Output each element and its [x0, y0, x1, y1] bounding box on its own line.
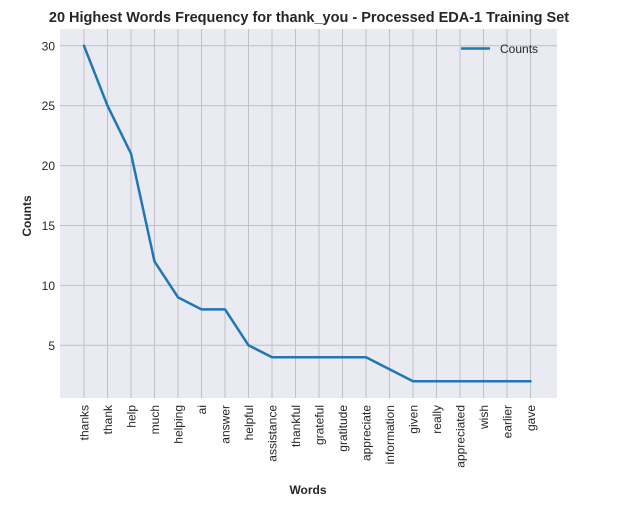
plot-area: [60, 29, 557, 398]
x-tick-label: help: [125, 405, 139, 428]
chart-title: 20 Highest Words Frequency for thank_you…: [49, 10, 569, 26]
x-tick-label: thank: [101, 404, 115, 434]
x-tick-label: earlier: [501, 405, 515, 438]
x-tick-label: much: [148, 405, 162, 434]
x-tick-label: thanks: [78, 405, 92, 440]
y-tick-label: 25: [42, 99, 56, 113]
x-tick-label: wish: [477, 405, 491, 430]
x-tick-label: answer: [219, 405, 233, 444]
legend: Counts: [461, 42, 538, 56]
x-axis: thanks thank help much helping ai answer helpfu…: [78, 404, 539, 468]
y-tick-label: 15: [42, 219, 56, 233]
x-tick-label: thankful: [289, 405, 303, 447]
grid: [60, 29, 557, 398]
x-tick-label: helpful: [242, 405, 256, 440]
x-tick-label: information: [383, 405, 397, 464]
x-tick-label: appreciate: [360, 405, 374, 461]
y-tick-label: 30: [42, 39, 56, 53]
y-axis-label: Counts: [20, 195, 34, 237]
x-tick-label: really: [430, 405, 444, 434]
x-tick-label: gratitude: [336, 405, 350, 452]
y-tick-label: 20: [42, 159, 56, 173]
x-tick-label: appreciated: [454, 405, 468, 468]
y-tick-label: 5: [48, 339, 55, 353]
legend-label-counts: Counts: [500, 42, 538, 56]
x-tick-label: assistance: [266, 405, 280, 462]
x-tick-label: ai: [195, 405, 209, 414]
y-axis: 5 10 15 20 25 30: [42, 39, 56, 353]
series-line-counts: [82, 44, 532, 383]
x-tick-label: grateful: [313, 405, 327, 445]
y-tick-label: 10: [42, 279, 56, 293]
x-tick-label: helping: [172, 405, 186, 444]
x-axis-label: Words: [289, 483, 326, 497]
x-tick-label: given: [407, 405, 421, 434]
x-tick-label: gave: [524, 405, 538, 431]
series-layer: [82, 44, 532, 383]
